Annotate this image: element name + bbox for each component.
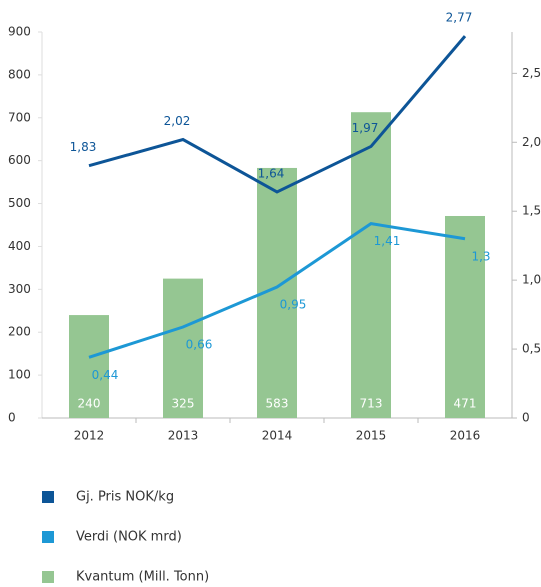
y-tick-label: 100 [8,368,31,382]
bar [69,315,109,418]
y2-tick-label: 0 [522,411,530,425]
y-tick-label: 0 [8,411,16,425]
line-value-label: 1,83 [70,140,97,154]
bar-value-label: 240 [78,397,101,411]
bar-value-label: 325 [172,397,195,411]
y-tick-label: 200 [8,325,31,339]
y-tick-label: 400 [8,239,31,253]
bar-value-label: 471 [454,397,477,411]
y-tick-label: 700 [8,110,31,124]
x-tick-label: 2014 [262,429,293,443]
legend-label: Kvantum (Mill. Tonn) [76,570,209,585]
legend-label: Verdi (NOK mrd) [76,530,182,545]
legend-swatch [42,491,54,503]
line-value-label: 1,97 [352,121,379,135]
x-tick-label: 2012 [74,429,105,443]
legend-swatch [42,531,54,543]
y-tick-label: 600 [8,153,31,167]
y-tick-label: 900 [8,25,31,39]
bar [445,215,485,418]
line-value-label: 1,64 [258,166,285,180]
y2-tick-label: 2,5 [522,66,541,80]
bar-value-label: 583 [266,397,289,411]
x-tick-label: 2015 [356,429,387,443]
line-value-label: 1,41 [374,234,401,248]
y2-tick-label: 1,0 [522,273,541,287]
x-tick-label: 2016 [450,429,481,443]
line-value-label: 0,95 [280,298,307,312]
bar-value-label: 713 [360,397,383,411]
y-tick-label: 500 [8,196,31,210]
line [88,222,466,359]
line-value-label: 2,77 [446,11,473,25]
y-tick-label: 300 [8,282,31,296]
y2-tick-label: 1,5 [522,204,541,218]
line [88,35,467,194]
y2-tick-label: 2,0 [522,135,541,149]
line-value-label: 1,3 [471,249,490,263]
line-value-label: 2,02 [164,114,191,128]
bar [163,278,203,418]
legend-swatch [42,571,54,583]
line-value-label: 0,66 [186,338,213,352]
line-value-label: 0,44 [92,368,119,382]
x-tick-label: 2013 [168,429,199,443]
y-tick-label: 800 [8,67,31,81]
y2-tick-label: 0,5 [522,342,541,356]
bar [351,112,391,419]
legend-label: Gj. Pris NOK/kg [76,490,174,505]
